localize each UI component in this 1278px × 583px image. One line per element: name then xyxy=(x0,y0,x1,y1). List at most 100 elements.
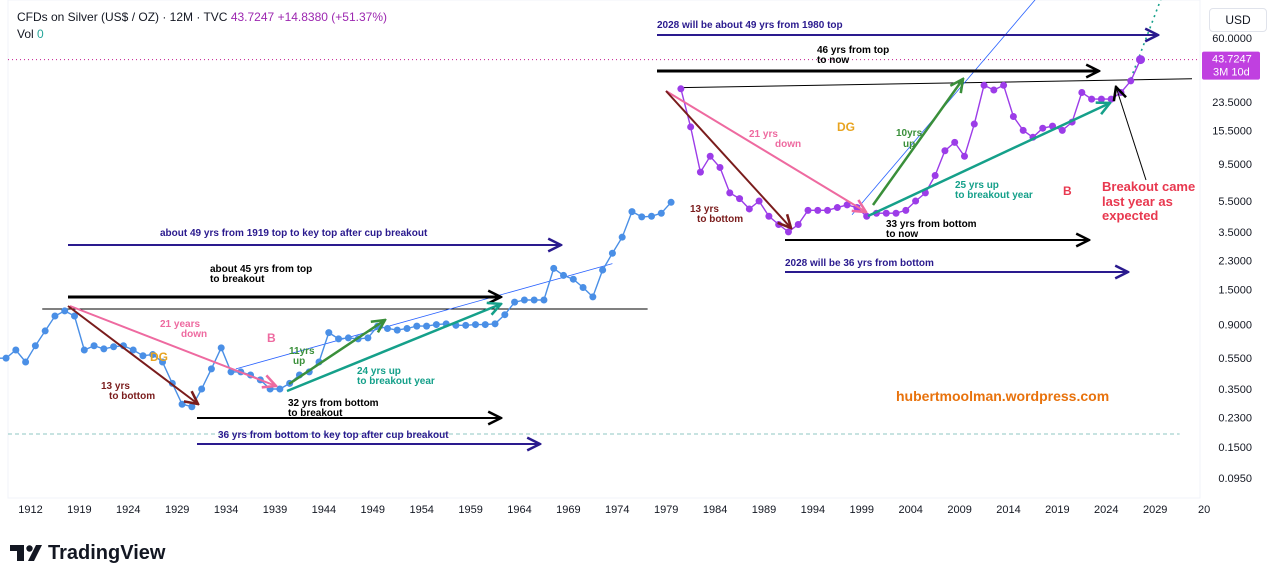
data-point xyxy=(149,351,157,359)
data-point xyxy=(80,346,88,354)
last-price: 43.7247 xyxy=(230,10,275,24)
data-point xyxy=(1039,124,1047,132)
data-point xyxy=(100,345,108,353)
y-tick-label: 0.1500 xyxy=(1218,442,1252,454)
data-point xyxy=(432,321,440,329)
series-line xyxy=(0,201,672,408)
data-point xyxy=(843,201,851,209)
y-tick-label: 5.5000 xyxy=(1218,196,1252,208)
x-tick-label: 2024 xyxy=(1094,504,1118,516)
annotation-text: 13 yrs xyxy=(690,204,719,215)
annotation-text: last year as xyxy=(1102,194,1173,209)
data-point xyxy=(335,335,343,343)
data-point xyxy=(794,221,802,229)
y-tick-label: 60.0000 xyxy=(1212,33,1252,45)
annotation-arrow xyxy=(665,90,866,212)
data-point xyxy=(648,212,656,220)
annotation-text: to breakout year xyxy=(357,376,435,387)
data-point xyxy=(471,321,479,329)
data-point xyxy=(129,346,137,354)
last-price-badge xyxy=(1202,51,1260,80)
x-tick-label: 1924 xyxy=(116,504,140,516)
data-point xyxy=(413,322,421,330)
annotation-text: down xyxy=(775,139,801,150)
countdown-label: 3M 10d xyxy=(1213,67,1250,79)
data-point xyxy=(139,352,147,360)
tradingview-logo[interactable]: TradingView xyxy=(10,541,165,565)
data-point xyxy=(530,296,538,304)
sloped-ref-line xyxy=(680,78,1193,89)
data-point xyxy=(22,358,30,366)
data-point xyxy=(579,283,587,291)
currency-button[interactable]: USD xyxy=(1209,8,1267,32)
annotation-text: 2028 will be about 49 yrs from 1980 top xyxy=(657,20,843,31)
annotation-text: 24 yrs up xyxy=(357,366,401,377)
x-tick-label: 2004 xyxy=(898,504,922,516)
data-point xyxy=(540,296,548,304)
data-point xyxy=(462,321,470,329)
y-tick-label: 0.0950 xyxy=(1218,473,1252,485)
data-point xyxy=(1097,95,1105,103)
annotation-text: Breakout came xyxy=(1102,179,1195,194)
annotation-text: to breakout xyxy=(210,274,265,285)
data-point xyxy=(344,334,352,342)
data-point xyxy=(677,85,685,93)
annotation-arrow xyxy=(288,320,385,386)
annotation-text: DG xyxy=(150,350,168,364)
data-point xyxy=(638,213,646,221)
annotation-text: B xyxy=(267,331,276,345)
data-point xyxy=(1078,88,1086,96)
data-point xyxy=(960,152,968,160)
x-tick-label: 2029 xyxy=(1143,504,1167,516)
y-tick-label: 0.2300 xyxy=(1218,413,1252,425)
x-tick-label: 2014 xyxy=(996,504,1020,516)
data-point xyxy=(1009,112,1017,120)
data-point xyxy=(902,206,910,214)
data-point xyxy=(755,197,763,205)
data-point xyxy=(706,152,714,160)
x-tick-label: 1969 xyxy=(556,504,580,516)
data-point xyxy=(618,233,626,241)
annotation-arrow xyxy=(69,305,276,386)
data-point xyxy=(550,264,558,272)
x-tick-label: 1919 xyxy=(67,504,91,516)
data-point xyxy=(393,326,401,334)
data-point xyxy=(775,221,783,229)
annotation-text: 46 yrs from top xyxy=(817,45,889,56)
data-point xyxy=(814,206,822,214)
data-point xyxy=(589,293,597,301)
annotation-text: B xyxy=(1063,184,1072,198)
x-tick-label: 1994 xyxy=(801,504,825,516)
y-tick-label: 15.5000 xyxy=(1212,125,1252,137)
y-tick-label: 0.5500 xyxy=(1218,353,1252,365)
data-point xyxy=(481,321,489,329)
x-tick-label: 1959 xyxy=(458,504,482,516)
annotation-text: 36 yrs from bottom to key top after cup … xyxy=(218,430,449,441)
last-price-axis-label: 43.7247 xyxy=(1212,54,1252,66)
x-tick-label: 1989 xyxy=(752,504,776,516)
data-point xyxy=(599,266,607,274)
annotation-text: expected xyxy=(1102,208,1158,223)
data-point xyxy=(687,123,695,131)
data-point xyxy=(1088,95,1096,103)
data-point xyxy=(198,385,206,393)
data-point xyxy=(824,206,832,214)
y-tick-label: 3.5000 xyxy=(1218,227,1252,239)
annotation-text: 10yrs xyxy=(896,128,923,139)
y-tick-label: 9.5000 xyxy=(1218,159,1252,171)
annotation-text: to breakout xyxy=(288,408,343,419)
data-point xyxy=(1058,126,1066,134)
symbol-name[interactable]: CFDs on Silver (US$ / OZ) · 12M · TVC xyxy=(17,10,228,24)
x-tick-label: 1954 xyxy=(409,504,433,516)
data-point xyxy=(207,365,215,373)
x-tick-label: 1929 xyxy=(165,504,189,516)
y-tick-label: 2.3000 xyxy=(1218,256,1252,268)
y-tick-label: 0.3500 xyxy=(1218,384,1252,396)
annotation-text: up xyxy=(903,139,915,150)
annotation-text: about 45 yrs from top xyxy=(210,264,312,275)
data-point xyxy=(628,208,636,216)
data-point xyxy=(736,195,744,203)
data-point xyxy=(1136,55,1146,65)
annotation-text: to now xyxy=(817,55,849,66)
